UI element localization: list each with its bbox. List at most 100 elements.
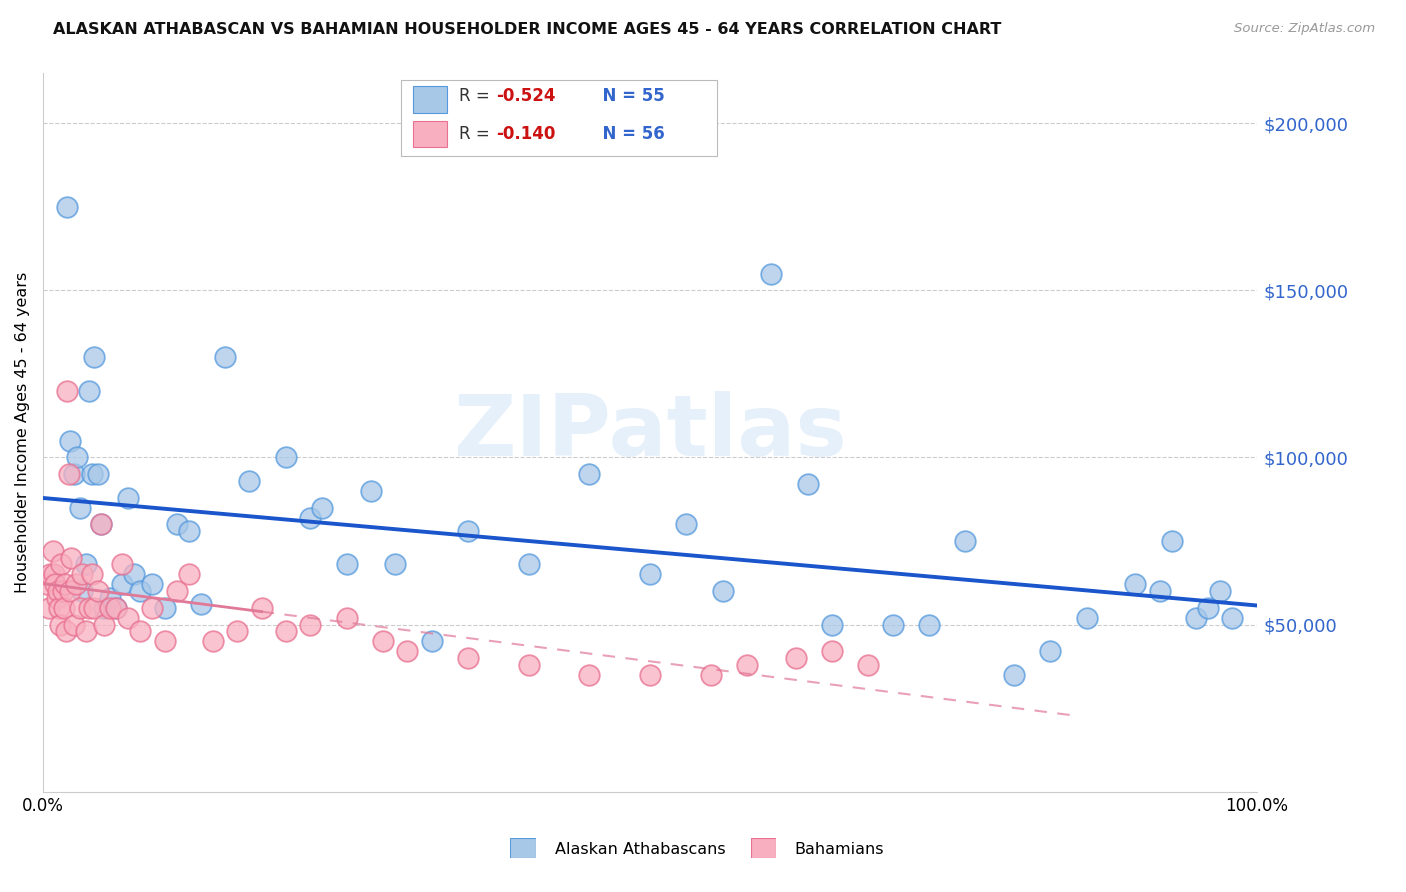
Point [83,350,105,364]
Text: -0.524: -0.524 [496,87,555,105]
Point [311,500,333,515]
Point [48,600,70,615]
Point [226,624,249,639]
Point [177,567,200,582]
Point [153,634,176,648]
Point [955,533,977,548]
Point [90,517,112,532]
Point [39,567,62,582]
Point [80,467,103,482]
Point [122,567,145,582]
Point [735,657,758,672]
Point [274,624,297,639]
Point [69,500,91,515]
Text: -0.140: -0.140 [496,125,555,143]
Point [821,617,844,632]
Point [918,617,941,632]
Point [1160,533,1182,548]
Point [75,558,97,572]
Point [214,350,236,364]
Point [49,617,72,632]
Point [336,558,359,572]
Point [457,651,479,665]
Point [52,584,75,599]
Point [51,558,73,572]
FancyBboxPatch shape [401,80,717,155]
Point [699,667,721,681]
Point [858,657,880,672]
Point [58,467,80,482]
Point [62,467,84,482]
Point [65,577,87,591]
Point [56,384,79,398]
Point [299,617,322,632]
Point [111,558,134,572]
Point [250,600,273,615]
Point [141,600,163,615]
Point [80,567,103,582]
Point [336,611,359,625]
Point [384,558,406,572]
Text: Alaskan Athabascans: Alaskan Athabascans [555,842,725,856]
Point [141,577,163,591]
Point [420,634,443,648]
Point [1185,611,1208,625]
Point [153,600,176,615]
Point [177,524,200,538]
Point [1002,667,1025,681]
Point [1197,600,1219,615]
Point [44,577,66,591]
Point [1076,611,1098,625]
Point [1125,577,1147,591]
Point [83,600,105,615]
Point [70,584,93,599]
Point [796,477,818,491]
Point [59,434,82,448]
Point [55,624,77,639]
Text: R =: R = [460,125,495,143]
Text: N = 55: N = 55 [591,87,664,105]
Point [93,600,115,615]
Text: N = 56: N = 56 [591,125,664,143]
Point [87,467,110,482]
Point [1149,584,1171,599]
Point [129,624,152,639]
Point [42,544,65,558]
Point [457,524,479,538]
Point [62,617,84,632]
Point [38,600,60,615]
Point [578,467,600,482]
Point [117,491,139,505]
Point [35,577,58,591]
Point [52,600,75,615]
Point [396,644,419,658]
Point [129,584,152,599]
Point [117,611,139,625]
FancyBboxPatch shape [413,120,447,147]
Point [45,591,67,605]
Point [202,634,225,648]
Point [56,200,79,214]
Text: Source: ZipAtlas.com: Source: ZipAtlas.com [1234,22,1375,36]
Point [46,584,69,599]
Point [1209,584,1232,599]
Point [190,598,212,612]
Point [98,600,121,615]
Point [53,577,76,591]
Point [79,600,101,615]
Point [882,617,904,632]
Point [66,450,89,465]
Point [711,584,734,599]
Point [675,517,697,532]
Point [638,667,661,681]
Text: ALASKAN ATHABASCAN VS BAHAMIAN HOUSEHOLDER INCOME AGES 45 - 64 YEARS CORRELATION: ALASKAN ATHABASCAN VS BAHAMIAN HOUSEHOLD… [53,22,1002,37]
Point [60,550,83,565]
Point [59,584,82,599]
Point [111,577,134,591]
Text: R =: R = [460,87,495,105]
Point [371,634,394,648]
Point [785,651,807,665]
Point [638,567,661,582]
Point [166,584,188,599]
Point [1039,644,1062,658]
